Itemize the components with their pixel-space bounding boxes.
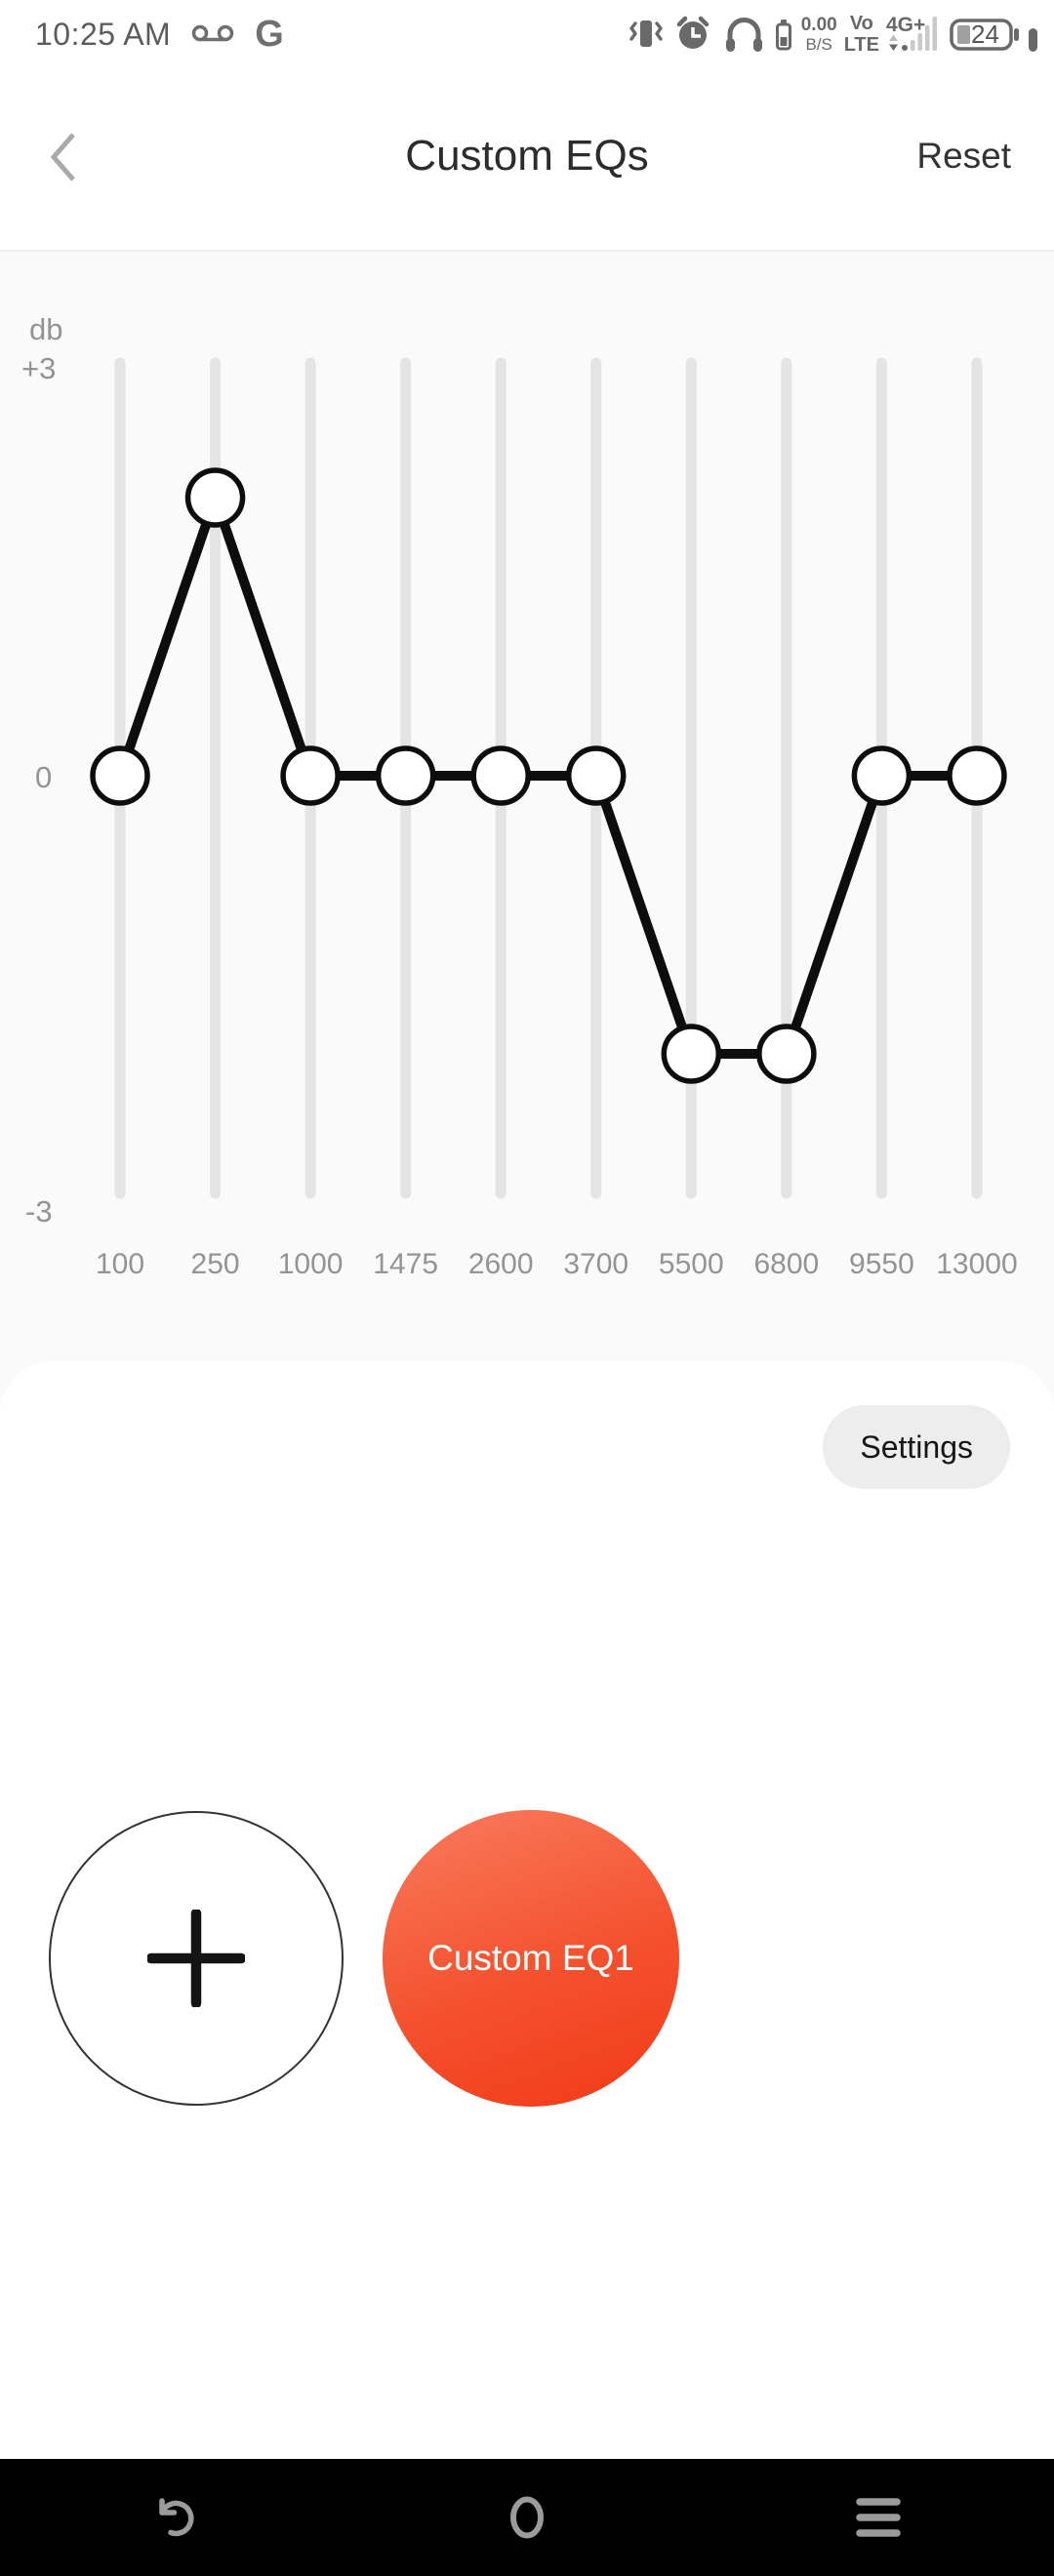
freq-label-6800: 6800 — [753, 1248, 819, 1280]
freq-label-250: 250 — [191, 1248, 240, 1280]
nav-back-button[interactable] — [0, 2459, 351, 2576]
vibrate-icon — [629, 20, 663, 47]
status-time: 10:25 AM — [35, 16, 172, 52]
network-speed-unit: B/S — [805, 35, 832, 54]
eq-point-1475[interactable] — [375, 745, 436, 806]
status-bar-left: 10:25 AM G — [35, 16, 284, 53]
freq-label-13000: 13000 — [936, 1248, 1017, 1280]
freq-label-3700: 3700 — [563, 1248, 628, 1280]
voicemail-icon — [191, 24, 234, 42]
reset-button[interactable]: Reset — [916, 62, 1011, 250]
y-axis-label: +3 — [21, 351, 56, 385]
eq-point-1000[interactable] — [280, 745, 341, 806]
battery-icon: 24 — [950, 19, 1019, 51]
status-bar: 10:25 AM G — [0, 0, 1054, 62]
volte-indicator: Vo LTE — [843, 13, 879, 56]
settings-button[interactable]: Settings — [823, 1405, 1010, 1489]
page-title: Custom EQs — [405, 132, 649, 180]
freq-label-9550: 9550 — [849, 1248, 914, 1280]
eq-point-100[interactable] — [90, 745, 150, 806]
nav-home-button[interactable] — [351, 2459, 703, 2576]
back-button[interactable] — [43, 129, 84, 188]
svg-text:24: 24 — [971, 20, 999, 49]
freq-label-100: 100 — [96, 1248, 144, 1280]
y-axis-label: 0 — [35, 760, 52, 794]
eq-curve — [115, 493, 977, 1059]
eq-point-13000[interactable] — [947, 745, 1007, 806]
preset-custom-eq1-button[interactable]: Custom EQ1 — [383, 1810, 679, 2107]
secondary-battery-icon — [1029, 28, 1037, 52]
eq-point-3700[interactable] — [566, 745, 627, 806]
freq-label-5500: 5500 — [659, 1248, 724, 1280]
nav-menu-button[interactable] — [703, 2459, 1054, 2576]
google-icon: G — [255, 14, 284, 55]
freq-label-2600: 2600 — [468, 1248, 534, 1280]
network-speed-value: 0.00 — [800, 15, 837, 35]
y-axis-label: -3 — [25, 1194, 53, 1228]
eq-point-250[interactable] — [184, 467, 246, 528]
back-icon — [159, 2498, 194, 2537]
nav-bar — [0, 2459, 1054, 2576]
header: Custom EQs Reset — [0, 62, 1054, 252]
headphones-icon — [725, 18, 762, 52]
signal-bars-icon: 4G+ — [886, 14, 937, 51]
headset-battery-icon — [775, 20, 791, 51]
plus-icon — [147, 1910, 245, 2007]
menu-icon — [856, 2498, 901, 2537]
alarm-icon — [676, 16, 709, 49]
status-bar-right: 0.00 B/S Vo LTE 4G+ 24 — [628, 12, 1040, 57]
eq-card: Settings Custom EQ1 — [0, 1361, 1054, 2459]
eq-chart: db +3 0 -3 100 250 1000 1475 2600 3700 5500 6800 955… — [0, 252, 1054, 1361]
svg-text:4G+: 4G+ — [886, 14, 925, 36]
eq-chart-svg: db +3 0 -3 100 250 1000 1475 2600 3700 5500 6800 955… — [21, 312, 1018, 1280]
freq-label-1000: 1000 — [278, 1248, 344, 1280]
home-icon — [510, 2496, 544, 2539]
freq-label-1475: 1475 — [373, 1248, 438, 1280]
add-eq-button[interactable] — [49, 1811, 344, 2106]
chevron-left-icon — [50, 133, 75, 181]
y-axis-label: db — [29, 312, 62, 346]
eq-point-9550[interactable] — [851, 745, 912, 806]
eq-point-5500[interactable] — [661, 1024, 722, 1084]
network-speed: 0.00 B/S — [801, 16, 837, 53]
eq-point-6800[interactable] — [756, 1024, 817, 1084]
eq-point-2600[interactable] — [470, 745, 531, 806]
